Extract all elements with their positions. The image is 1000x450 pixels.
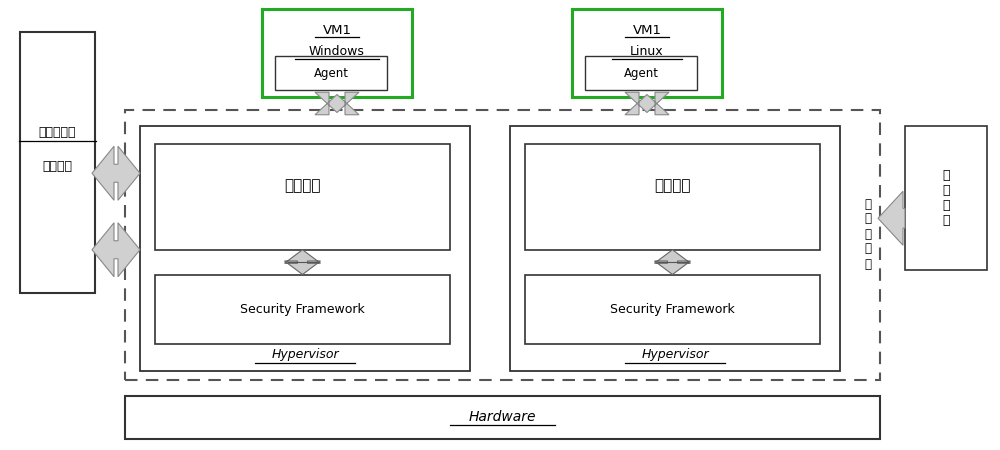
Text: 安
全
资
源
池: 安 全 资 源 池 [864, 198, 872, 270]
Bar [585, 56, 697, 90]
Bar [525, 274, 820, 344]
Text: Linux: Linux [630, 45, 664, 58]
Text: 安全资源: 安全资源 [654, 178, 691, 193]
Bar [905, 126, 987, 270]
Text: Security Framework: Security Framework [240, 303, 365, 316]
Bar [125, 110, 880, 380]
Bar [125, 396, 880, 439]
Text: Agent: Agent [624, 67, 658, 80]
Bar [510, 126, 840, 371]
Text: Hypervisor: Hypervisor [271, 348, 339, 360]
Bar [262, 9, 412, 97]
Text: Agent: Agent [314, 67, 349, 80]
Bar [155, 274, 450, 344]
Bar [275, 56, 387, 90]
Polygon shape [654, 250, 690, 274]
Text: 安全资源: 安全资源 [284, 178, 321, 193]
Text: Hardware: Hardware [469, 410, 536, 424]
Polygon shape [92, 223, 140, 277]
Text: Hypervisor: Hypervisor [641, 348, 709, 360]
Bar [572, 9, 722, 97]
Text: Windows: Windows [309, 45, 365, 58]
Bar [525, 144, 820, 250]
Polygon shape [315, 92, 359, 115]
Bar [20, 32, 95, 293]
Text: 安全规则: 安全规则 [42, 160, 72, 173]
Polygon shape [625, 92, 669, 115]
Text: VM1: VM1 [322, 24, 352, 37]
Text: VM1: VM1 [632, 24, 661, 37]
Text: 更
新
节
点: 更 新 节 点 [942, 169, 950, 227]
Polygon shape [92, 146, 140, 200]
Bar [140, 126, 470, 371]
Bar [155, 144, 450, 250]
Polygon shape [878, 191, 905, 245]
Text: Security Framework: Security Framework [610, 303, 735, 316]
Polygon shape [285, 250, 320, 274]
Text: 云操作系统: 云操作系统 [39, 126, 76, 139]
